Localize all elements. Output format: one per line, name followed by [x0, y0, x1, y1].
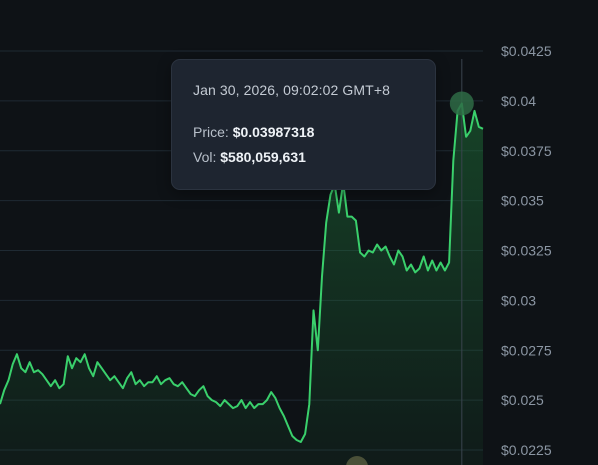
tooltip-price-row: Price: $0.03987318: [193, 124, 435, 140]
tooltip-vol-label: Vol:: [193, 149, 217, 165]
tooltip-vol-row: Vol: $580,059,631: [193, 149, 435, 165]
y-axis: $0.0225 $0.025 $0.0275 $0.03 $0.0325 $0.035 $0…: [501, 43, 552, 458]
tooltip-date: Jan 30, 2026, 09:02:02 GMT+8: [193, 82, 390, 98]
y-tick-label: $0.03: [501, 292, 536, 308]
tooltip-price-label: Price:: [193, 124, 229, 140]
price-line[interactable]: [0, 102, 484, 443]
y-tick-label: $0.0425: [501, 43, 552, 59]
y-tick-label: $0.035: [501, 193, 544, 209]
y-tick-label: $0.0225: [501, 442, 552, 458]
y-tick-label: $0.025: [501, 392, 544, 408]
price-tooltip: Jan 30, 2026, 09:02:02 GMT+8 Price: $0.0…: [171, 59, 436, 190]
hover-point-marker[interactable]: [449, 91, 474, 116]
tooltip-vol-value: $580,059,631: [220, 149, 306, 165]
crosshair-axis-marker: [346, 456, 368, 465]
y-tick-label: $0.0275: [501, 342, 552, 358]
tooltip-price-value: $0.03987318: [232, 124, 315, 140]
price-area-fill: [0, 103, 483, 465]
y-tick-label: $0.0325: [501, 243, 552, 259]
y-tick-label: $0.0375: [501, 143, 552, 159]
y-tick-label: $0.04: [501, 93, 536, 109]
